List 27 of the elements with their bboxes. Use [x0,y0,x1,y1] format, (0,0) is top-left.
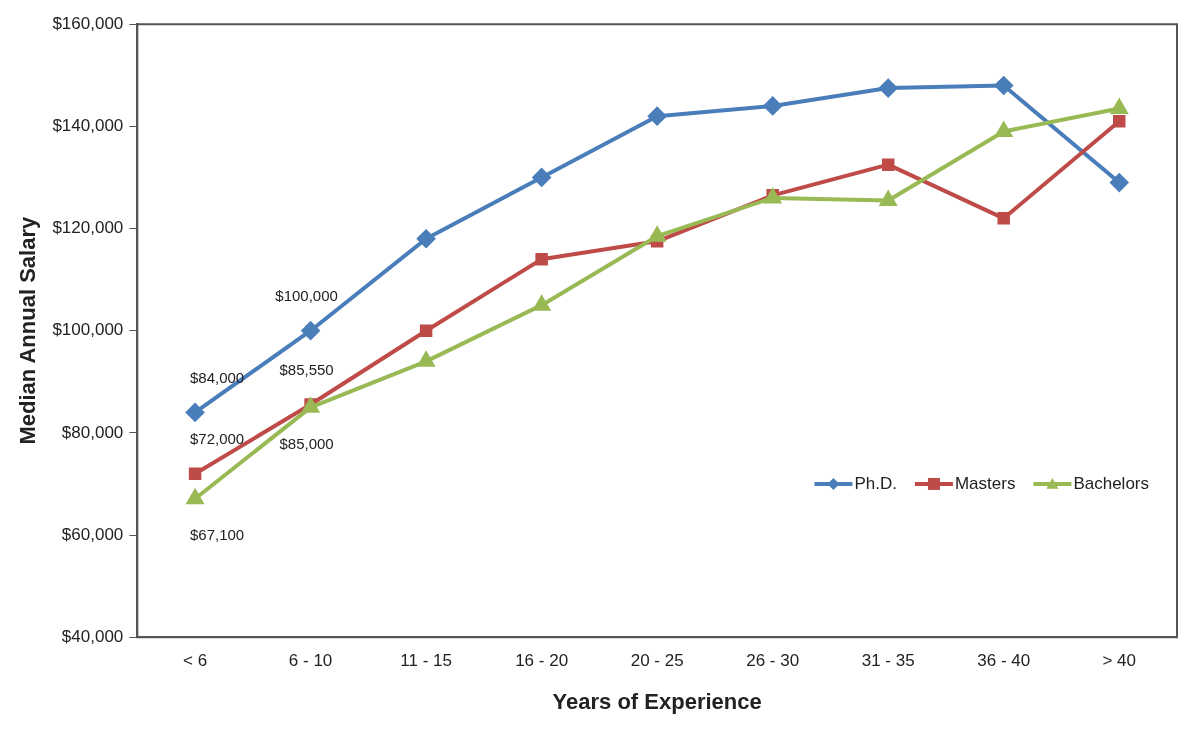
y-tick-label: $160,000 [52,13,124,33]
data-label: $67,100 [189,526,245,544]
data-label: $84,000 [189,369,245,387]
x-tick-label: > 40 [1102,651,1137,671]
x-tick-label: 6 - 10 [288,651,333,671]
y-tick-label: $40,000 [61,626,124,646]
data-label: $100,000 [275,287,338,305]
data-label: $85,000 [279,434,334,452]
y-axis-title: Median Annual Salary [15,216,41,445]
data-label: $72,000 [189,430,245,448]
x-tick-label: 20 - 25 [630,651,684,671]
x-tick-label: 16 - 20 [515,651,569,671]
y-tick-label: $80,000 [61,422,124,442]
y-tick-label: $140,000 [52,116,124,136]
legend-label: Masters [954,473,1016,493]
data-label: $85,550 [279,361,334,379]
x-tick-label: 26 - 30 [746,651,800,671]
x-axis-title: Years of Experience [552,688,762,714]
y-tick-label: $60,000 [61,524,124,544]
legend-label: Bachelors [1073,473,1150,493]
x-tick-label: 31 - 35 [861,651,915,671]
x-tick-label: 36 - 40 [977,651,1031,671]
y-tick-label: $120,000 [52,218,124,238]
legend-label: Ph.D. [854,473,897,493]
x-tick-label: < 6 [183,651,208,671]
y-tick-label: $100,000 [52,320,124,340]
x-tick-label: 11 - 15 [400,651,452,671]
